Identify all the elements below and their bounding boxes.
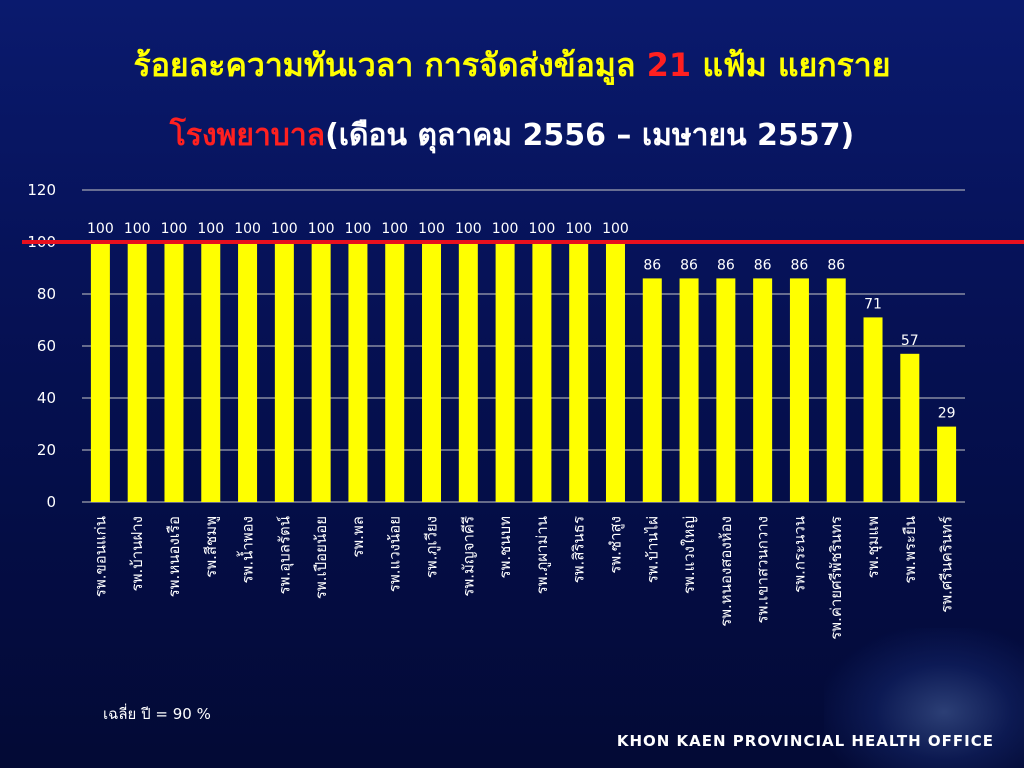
y-tick-label: 0 [46,493,56,511]
data-label: 86 [717,257,735,273]
bars-layer [90,242,957,502]
data-label: 100 [565,221,592,237]
data-label: 100 [234,221,261,237]
category-label: รพ.บ้านไผ่ [643,516,661,583]
category-label: รพ.หนองเรือ [165,516,183,597]
y-tick-label: 80 [37,285,56,303]
title-suffix: แฟ้ม แยกราย [702,46,891,84]
category-label: รพ.ภูผาม่าน [533,516,551,594]
bar [569,242,589,502]
data-label: 29 [938,406,956,422]
data-label: 86 [680,257,698,273]
bar [826,278,846,502]
bar [458,242,478,502]
data-label: 100 [455,221,482,237]
bar [679,278,699,502]
data-label: 86 [827,257,845,273]
bar [348,242,368,502]
y-tick-label: 120 [27,181,56,199]
category-label: รพ.พล [349,516,367,558]
data-label: 100 [602,221,629,237]
bar [605,242,625,502]
category-label: รพ.เขาสวนกวาง [754,516,772,624]
data-label: 100 [124,221,151,237]
category-label: รพ.หนองสองห้อง [717,516,735,627]
category-label: รพ.เปือยน้อย [312,516,330,599]
y-tick-label: 20 [37,441,56,459]
category-label: รพ.แวงน้อย [386,516,404,592]
category-label: รพ.ชุมแพ [864,516,883,578]
data-label: 100 [492,221,519,237]
organization-name: KHON KAEN PROVINCIAL HEALTH OFFICE [616,732,994,750]
y-tick-label: 40 [37,389,56,407]
bar [495,242,515,502]
bar [90,242,110,502]
category-label: รพ.สิรินธร [570,516,588,583]
chart-title-line2: โรงพยาบาล(เดือน ตุลาคม 2556 – เมษายน 255… [0,112,1024,159]
chart-title-line1: ร้อยละความทันเวลา การจัดส่งข้อมูล 21 แฟ้… [0,40,1024,91]
category-label: รพ.พระยืน [901,516,919,584]
globe-logo-icon [824,628,1024,768]
category-label: รพ.ศรีนครินทร์ [938,516,956,613]
bar [789,278,809,502]
category-label: รพ.ซำสูง [606,516,624,574]
category-label: รพ.น้ำพอง [237,516,257,584]
data-label: 100 [308,221,335,237]
category-label: รพ.มัญจาคีรี [459,516,477,597]
title-number: 21 [646,46,692,84]
bar [716,278,736,502]
bar [311,242,331,502]
bar [201,242,221,502]
data-label: 100 [529,221,556,237]
bar [164,242,184,502]
data-label: 86 [754,257,772,273]
category-label: รพ.อุบลรัตน์ [275,516,294,595]
data-label: 100 [197,221,224,237]
category-label: รพ.แวงใหญ่ [680,516,698,594]
category-label: รพ.สีชมพู [202,516,220,578]
bar [753,278,773,502]
data-label: 100 [418,221,445,237]
bar [937,426,957,502]
data-label: 57 [901,333,919,349]
category-label: รพ.ชนบท [496,516,514,579]
data-label: 100 [87,221,114,237]
data-labels-layer: 100 100 100 100 100 100 100 100 100 100 100 100 100 1… [87,221,955,422]
data-label: 100 [381,221,408,237]
bar [385,242,405,502]
bar [642,278,662,502]
average-note: เฉลี่ย ปี = 90 % [103,705,211,723]
data-label: 100 [161,221,188,237]
title-date-range: (เดือน ตุลาคม 2556 – เมษายน 2557) [325,118,855,153]
data-label: 100 [271,221,298,237]
category-label: รพ.บ้านฝาง [128,516,146,591]
bar [900,353,920,502]
category-label: รพ.ค่ายศรีพัชรินทร [827,516,845,640]
bar [863,317,883,502]
data-label: 86 [643,257,661,273]
title-highlight: โรงพยาบาล [169,118,326,153]
data-label: 100 [345,221,372,237]
data-label: 86 [791,257,809,273]
category-label: รพ.ขอนแก่น [91,516,109,597]
category-label: รพ.ภูเวียง [423,516,441,578]
bar [532,242,552,502]
data-label: 71 [864,296,882,312]
category-label: รพ.กระนวน [790,516,808,593]
title-text: ร้อยละความทันเวลา การจัดส่งข้อมูล [133,46,636,84]
bar [238,242,258,502]
bar [422,242,442,502]
x-axis-category-labels: รพ.ขอนแก่น รพ.บ้านฝาง รพ.หนองเรือ รพ.สีชมพู… [91,516,955,640]
y-tick-label: 60 [37,337,56,355]
bar [127,242,147,502]
bar [274,242,294,502]
